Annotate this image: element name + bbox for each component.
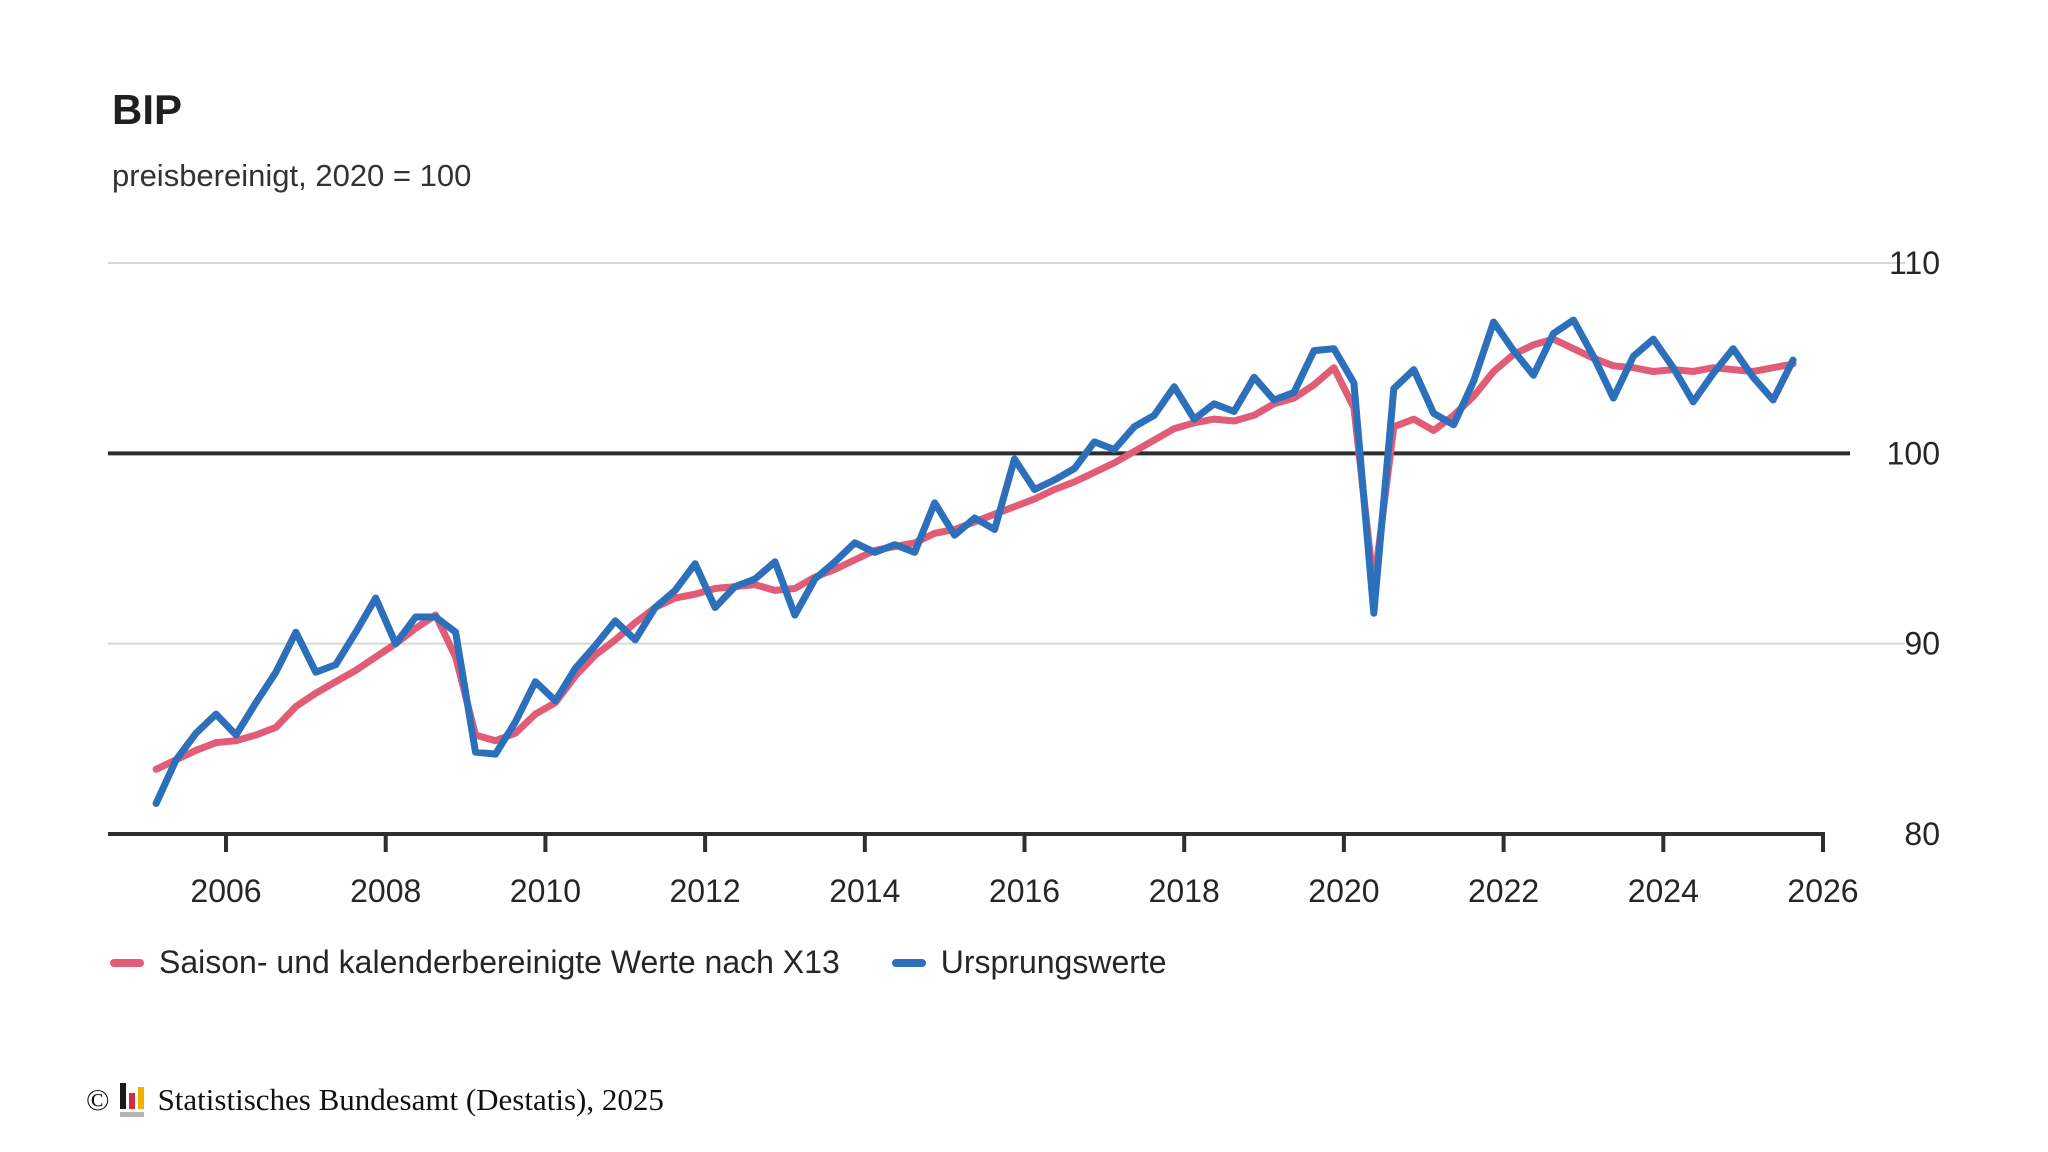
x-axis-label: 2014 bbox=[829, 873, 900, 909]
legend-item-ursprungswerte[interactable]: Ursprungswerte bbox=[891, 944, 1167, 981]
copyright-notice: © Statistisches Bundesamt (Destatis), 20… bbox=[86, 1082, 664, 1118]
series-line-ursprungswerte bbox=[152, 316, 1797, 807]
series-line-saisonbereinigt bbox=[152, 335, 1797, 773]
x-axis-label: 2018 bbox=[1149, 873, 1220, 909]
destatis-logo-icon bbox=[119, 1083, 144, 1117]
copyright-symbol: © bbox=[86, 1082, 110, 1117]
x-axis-label: 2016 bbox=[989, 873, 1060, 909]
x-axis-label: 2020 bbox=[1308, 873, 1379, 909]
x-axis-label: 2024 bbox=[1628, 873, 1699, 909]
x-axis-label: 2026 bbox=[1787, 873, 1858, 909]
legend-swatch-ursprungswerte bbox=[891, 958, 926, 967]
page-title: BIP bbox=[112, 86, 183, 133]
legend-label-ursprungswerte: Ursprungswerte bbox=[940, 944, 1167, 980]
y-axis-label: 80 bbox=[1904, 816, 1940, 852]
legend-item-saison[interactable]: Saison- und kalenderbereinigte Werte nac… bbox=[110, 944, 840, 981]
chart-legend: Saison- und kalenderbereinigte Werte nac… bbox=[110, 944, 1167, 981]
y-axis-label: 100 bbox=[1887, 435, 1940, 471]
page-subtitle: preisbereinigt, 2020 = 100 bbox=[112, 158, 472, 193]
x-axis-label: 2012 bbox=[670, 873, 741, 909]
x-axis-label: 2006 bbox=[190, 873, 261, 909]
x-axis-label: 2010 bbox=[510, 873, 581, 909]
x-axis-label: 2008 bbox=[350, 873, 421, 909]
x-axis-label: 2022 bbox=[1468, 873, 1539, 909]
y-axis-label: 110 bbox=[1889, 245, 1940, 281]
y-axis-label: 90 bbox=[1904, 626, 1940, 662]
copyright-text: Statistisches Bundesamt (Destatis), 2025 bbox=[157, 1082, 664, 1117]
legend-swatch-saison bbox=[110, 958, 144, 967]
legend-label-saison: Saison- und kalenderbereinigte Werte nac… bbox=[159, 944, 840, 980]
